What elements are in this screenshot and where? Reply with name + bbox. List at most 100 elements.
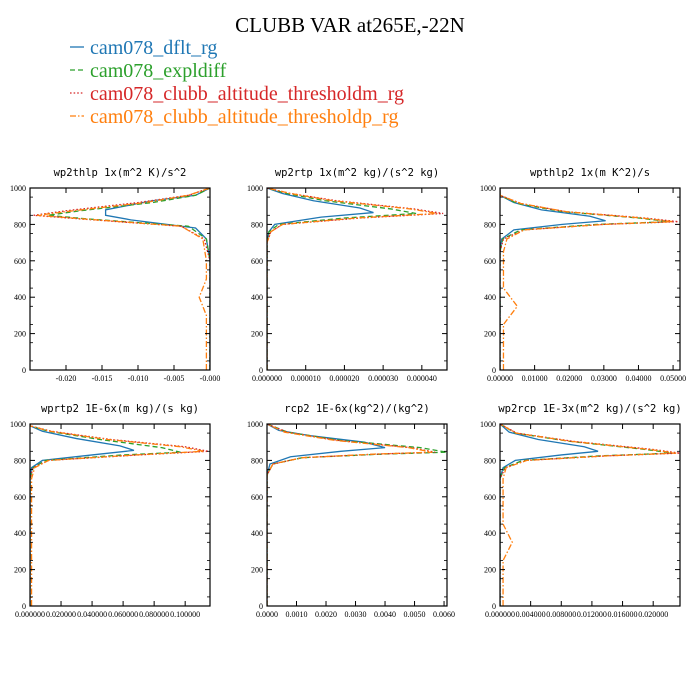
series-line xyxy=(267,188,444,370)
x-tick-label: 0.0050 xyxy=(404,610,426,619)
legend-item: cam078_clubb_altitude_thresholdm_rg xyxy=(70,83,404,105)
x-tick-label: 0.000000 xyxy=(15,610,45,619)
x-tick-label: 0.0020 xyxy=(315,610,337,619)
legend-item: cam078_dflt_rg xyxy=(70,37,217,59)
y-tick-label: 0 xyxy=(22,366,26,375)
plot-frame xyxy=(29,423,211,607)
x-tick-label: 0.040000 xyxy=(77,610,107,619)
x-tick-label: 0.000040 xyxy=(407,374,437,383)
x-tick-label: 0.000000 xyxy=(485,610,515,619)
x-tick-label: 0.016000 xyxy=(608,610,638,619)
y-tick-label: 800 xyxy=(484,220,496,229)
series-line xyxy=(267,188,438,370)
x-tick-label: 0.00000 xyxy=(487,374,513,383)
x-tick-label: 0.000010 xyxy=(291,374,321,383)
legend-label: cam078_clubb_altitude_thresholdm_rg xyxy=(90,83,404,105)
y-tick-label: 600 xyxy=(251,493,263,502)
series-line xyxy=(30,424,135,606)
series-line xyxy=(267,424,433,606)
chart-panel: wpthlp2 1x(m K^2)/s 0 200 400 600 800 1000 0.00… xyxy=(480,167,686,383)
series-line xyxy=(500,424,677,606)
x-tick-label: 0.0000 xyxy=(256,610,278,619)
y-tick-label: 200 xyxy=(14,566,26,575)
x-tick-label: 0.0030 xyxy=(345,610,367,619)
x-tick-label: -0.015 xyxy=(92,374,113,383)
series-line xyxy=(500,188,674,370)
x-tick-label: 0.0060 xyxy=(433,610,455,619)
series-line xyxy=(500,424,599,606)
panel-title: wprtp2 1E-6x(m kg)/(s kg) xyxy=(41,403,199,415)
x-tick-label: -0.005 xyxy=(164,374,185,383)
x-tick-label: 0.060000 xyxy=(108,610,138,619)
x-tick-label: -0.010 xyxy=(128,374,149,383)
y-tick-label: 400 xyxy=(484,293,496,302)
series-line xyxy=(500,424,673,606)
y-tick-label: 600 xyxy=(14,493,26,502)
y-tick-label: 200 xyxy=(484,566,496,575)
figure-title: CLUBB VAR at265E,-22N xyxy=(235,13,465,37)
x-tick-label: 0.04000 xyxy=(625,374,651,383)
y-tick-label: 1000 xyxy=(10,184,26,193)
panel-title: wpthlp2 1x(m K^2)/s xyxy=(530,167,650,179)
series-line xyxy=(267,424,436,606)
y-tick-label: 800 xyxy=(14,456,26,465)
chart-panel: wprtp2 1E-6x(m kg)/(s kg) 0 200 400 600 800 10… xyxy=(10,403,211,619)
x-tick-label: 0.000000 xyxy=(252,374,282,383)
y-tick-label: 0 xyxy=(492,602,496,611)
x-tick-label: -0.020 xyxy=(56,374,77,383)
y-tick-label: 200 xyxy=(251,566,263,575)
x-tick-label: 0.0040 xyxy=(374,610,396,619)
panel-title: rcp2 1E-6x(kg^2)/(kg^2) xyxy=(284,403,429,415)
y-tick-label: 1000 xyxy=(10,420,26,429)
y-tick-label: 400 xyxy=(14,529,26,538)
y-tick-label: 200 xyxy=(251,330,263,339)
panel-title: wp2rtp 1x(m^2 kg)/(s^2 kg) xyxy=(275,167,439,179)
y-tick-label: 1000 xyxy=(247,184,263,193)
panel-title: wp2thlp 1x(m^2 K)/s^2 xyxy=(54,167,187,179)
series-line xyxy=(30,424,181,606)
chart-panel: wp2thlp 1x(m^2 K)/s^2 0 200 400 600 800 1000 -0… xyxy=(10,167,220,383)
x-tick-label: 0.100000 xyxy=(170,610,200,619)
x-tick-label: 0.020000 xyxy=(46,610,76,619)
plot-frame xyxy=(266,423,448,607)
x-tick-label: 0.020000 xyxy=(638,610,668,619)
x-tick-label: 0.01000 xyxy=(522,374,548,383)
series-line xyxy=(500,188,606,370)
series-line xyxy=(37,188,210,370)
panel-title: wp2rcp 1E-3x(m^2 kg)/(s^2 kg) xyxy=(498,403,681,415)
y-tick-label: 200 xyxy=(14,330,26,339)
x-tick-label: -0.000 xyxy=(200,374,221,383)
panels: wp2thlp 1x(m^2 K)/s^2 0 200 400 600 800 1000 -0… xyxy=(10,167,686,619)
y-tick-label: 400 xyxy=(251,293,263,302)
x-tick-label: 0.012000 xyxy=(577,610,607,619)
x-tick-label: 0.080000 xyxy=(139,610,169,619)
series-line xyxy=(47,188,210,370)
x-tick-label: 0.05000 xyxy=(660,374,686,383)
x-tick-label: 0.000020 xyxy=(329,374,359,383)
series-line xyxy=(267,424,386,606)
y-tick-label: 400 xyxy=(14,293,26,302)
y-tick-label: 0 xyxy=(22,602,26,611)
y-tick-label: 400 xyxy=(484,529,496,538)
x-tick-label: 0.02000 xyxy=(556,374,582,383)
x-tick-label: 0.004000 xyxy=(516,610,546,619)
series-line xyxy=(267,188,374,370)
legend-item: cam078_expldiff xyxy=(70,60,227,82)
y-tick-label: 0 xyxy=(259,366,263,375)
y-tick-label: 0 xyxy=(492,366,496,375)
y-tick-label: 0 xyxy=(259,602,263,611)
y-tick-label: 800 xyxy=(484,456,496,465)
y-tick-label: 200 xyxy=(484,330,496,339)
plot-frame xyxy=(29,187,211,371)
x-tick-label: 0.008000 xyxy=(546,610,576,619)
x-tick-label: 0.0010 xyxy=(286,610,308,619)
legend-label: cam078_expldiff xyxy=(90,60,227,82)
y-tick-label: 1000 xyxy=(247,420,263,429)
legend-label: cam078_dflt_rg xyxy=(90,37,217,59)
plot-frame xyxy=(266,187,448,371)
series-line xyxy=(500,188,679,370)
x-tick-label: 0.03000 xyxy=(591,374,617,383)
series-line xyxy=(30,424,204,606)
y-tick-label: 600 xyxy=(14,257,26,266)
